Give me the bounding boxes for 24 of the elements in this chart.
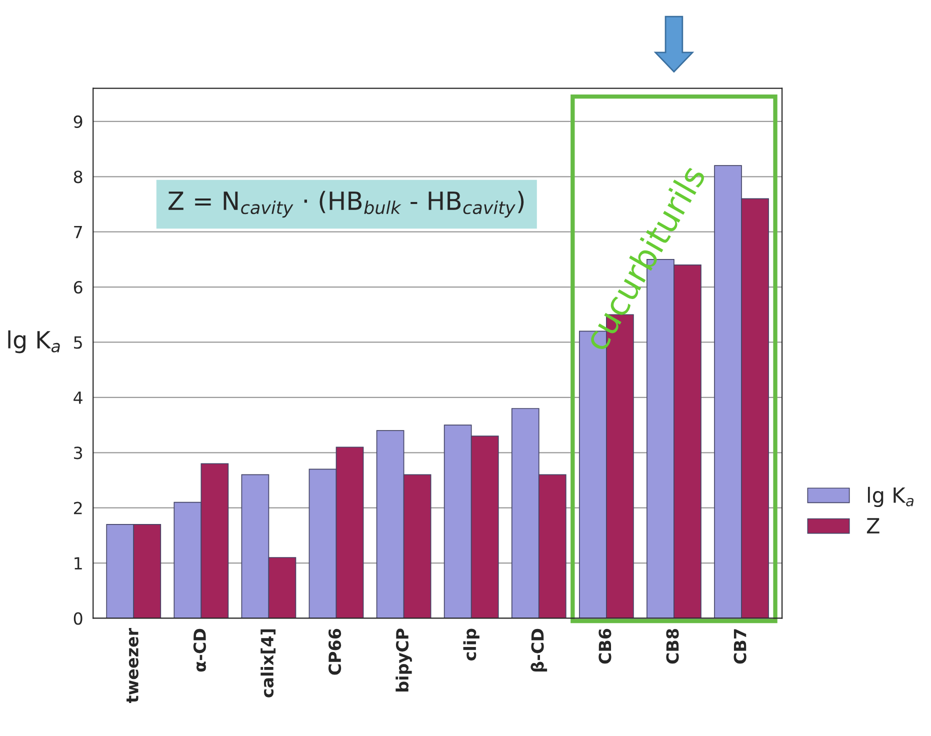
y-tick-label: 8 <box>74 170 82 184</box>
y-axis-title: lg K$_{a}$ <box>8 330 60 354</box>
y-tick-label: 0 <box>74 612 82 625</box>
x-tick-label: β-CD <box>530 628 548 672</box>
x-tick-label: CB7 <box>734 629 746 664</box>
y-tick-label: 9 <box>74 115 82 128</box>
x-tick-label: α-CD <box>193 628 206 672</box>
x-tick-label: CB6 <box>598 628 612 664</box>
x-tick-label: bipyCP <box>396 628 412 692</box>
y-tick-label: 1 <box>74 557 82 570</box>
x-tick-label: CP66 <box>328 628 342 675</box>
y-tick-label: 3 <box>74 446 82 460</box>
y-tick-label: 7 <box>74 226 82 238</box>
x-tick-label: clip <box>463 628 480 660</box>
y-tick-label: 4 <box>74 392 82 404</box>
annotation: Z = N$_{cavity}$ · (HB$_{bulk}$ - HB$_{cavity}$) <box>168 190 524 218</box>
x-tick-label: tweezer <box>126 628 138 703</box>
legend-label: Z <box>866 518 880 534</box>
legend-label: lg K$_{a}$ <box>868 486 914 508</box>
y-tick-label: 6 <box>74 281 82 294</box>
x-tick-label: CB8 <box>666 628 679 664</box>
x-tick-label: calix[4] <box>260 629 276 698</box>
y-tick-label: 2 <box>74 502 82 514</box>
y-tick-label: 5 <box>74 336 82 349</box>
